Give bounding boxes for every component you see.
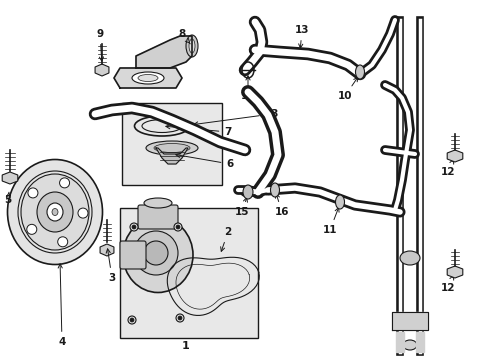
- Text: 3: 3: [106, 249, 115, 283]
- Ellipse shape: [132, 72, 163, 84]
- Bar: [120, 208, 258, 338]
- Ellipse shape: [142, 120, 182, 132]
- Text: 13: 13: [294, 25, 308, 48]
- Text: 7: 7: [165, 125, 231, 137]
- Polygon shape: [136, 36, 192, 68]
- Ellipse shape: [243, 185, 252, 199]
- Ellipse shape: [335, 195, 344, 209]
- Circle shape: [128, 316, 136, 324]
- Circle shape: [132, 225, 136, 229]
- Ellipse shape: [355, 65, 364, 79]
- Circle shape: [178, 316, 182, 320]
- Polygon shape: [447, 266, 462, 278]
- Polygon shape: [100, 244, 114, 256]
- Ellipse shape: [138, 75, 158, 81]
- Text: 8: 8: [178, 29, 190, 44]
- Circle shape: [28, 188, 38, 198]
- Circle shape: [134, 231, 178, 275]
- Circle shape: [78, 208, 88, 218]
- Text: 10: 10: [337, 77, 357, 101]
- Text: 14: 14: [240, 76, 255, 101]
- Circle shape: [176, 314, 183, 322]
- Ellipse shape: [270, 183, 279, 197]
- Polygon shape: [95, 64, 109, 76]
- Polygon shape: [156, 148, 187, 164]
- FancyBboxPatch shape: [138, 205, 178, 229]
- Circle shape: [176, 225, 180, 229]
- Text: 15: 15: [234, 198, 249, 217]
- Text: 1: 1: [182, 341, 189, 351]
- Ellipse shape: [21, 174, 89, 250]
- Text: 12: 12: [440, 159, 454, 177]
- Ellipse shape: [146, 141, 198, 155]
- Text: 4: 4: [58, 264, 65, 347]
- Bar: [122, 103, 222, 185]
- Ellipse shape: [123, 217, 193, 292]
- Ellipse shape: [52, 208, 58, 216]
- Polygon shape: [395, 332, 403, 352]
- Circle shape: [60, 178, 69, 188]
- Text: 11: 11: [322, 208, 338, 235]
- Polygon shape: [447, 150, 462, 162]
- Ellipse shape: [7, 159, 102, 265]
- Ellipse shape: [143, 198, 172, 208]
- Text: 16: 16: [274, 194, 289, 217]
- Ellipse shape: [47, 203, 63, 221]
- Ellipse shape: [37, 192, 73, 232]
- Polygon shape: [2, 172, 18, 184]
- Circle shape: [174, 223, 182, 231]
- Ellipse shape: [399, 251, 419, 265]
- Ellipse shape: [402, 340, 416, 350]
- FancyBboxPatch shape: [120, 241, 146, 269]
- Ellipse shape: [185, 35, 198, 57]
- Circle shape: [130, 318, 134, 322]
- Text: 12: 12: [440, 275, 454, 293]
- Circle shape: [143, 241, 168, 265]
- Polygon shape: [114, 68, 182, 88]
- Circle shape: [58, 237, 67, 247]
- Text: 6: 6: [176, 153, 233, 169]
- Text: 5: 5: [4, 192, 12, 205]
- Text: 9: 9: [96, 29, 103, 61]
- Text: 2: 2: [220, 227, 231, 251]
- Text: 13: 13: [193, 109, 279, 126]
- Polygon shape: [415, 332, 423, 352]
- Circle shape: [130, 223, 138, 231]
- Circle shape: [27, 224, 37, 234]
- Polygon shape: [391, 312, 427, 330]
- Ellipse shape: [189, 39, 195, 53]
- Ellipse shape: [154, 144, 190, 153]
